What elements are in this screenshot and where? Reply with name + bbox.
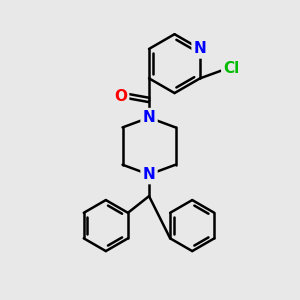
Text: N: N: [194, 41, 206, 56]
Text: Cl: Cl: [223, 61, 240, 76]
Text: N: N: [143, 167, 155, 182]
Text: N: N: [143, 110, 155, 125]
Text: O: O: [114, 88, 127, 104]
